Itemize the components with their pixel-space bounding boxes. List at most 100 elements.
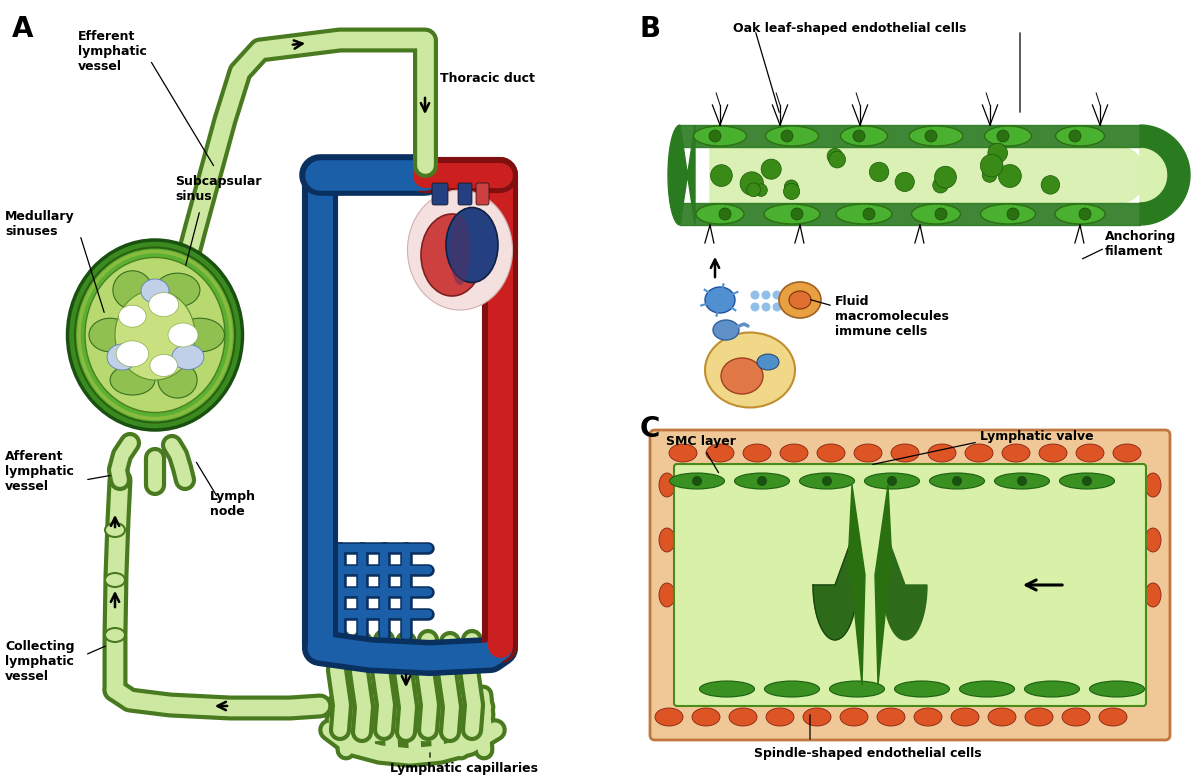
Ellipse shape: [408, 190, 512, 310]
Polygon shape: [710, 147, 1145, 203]
Ellipse shape: [142, 279, 169, 303]
Ellipse shape: [158, 362, 197, 398]
Circle shape: [827, 148, 842, 164]
Ellipse shape: [965, 444, 994, 462]
Ellipse shape: [780, 444, 808, 462]
Ellipse shape: [995, 473, 1050, 489]
Ellipse shape: [779, 282, 821, 318]
Ellipse shape: [172, 344, 204, 370]
Ellipse shape: [692, 708, 720, 726]
Text: SMC layer: SMC layer: [666, 435, 736, 448]
Circle shape: [750, 291, 760, 299]
Ellipse shape: [912, 204, 960, 224]
Ellipse shape: [446, 207, 498, 283]
Circle shape: [719, 208, 731, 220]
Ellipse shape: [766, 708, 794, 726]
Ellipse shape: [1076, 444, 1104, 462]
Ellipse shape: [706, 333, 796, 407]
Ellipse shape: [836, 204, 892, 224]
Ellipse shape: [670, 444, 697, 462]
Circle shape: [895, 172, 914, 191]
Ellipse shape: [894, 681, 949, 697]
Circle shape: [935, 208, 947, 220]
Ellipse shape: [1039, 444, 1067, 462]
Text: Subcapsular
sinus: Subcapsular sinus: [175, 175, 262, 203]
Ellipse shape: [175, 319, 224, 352]
Circle shape: [781, 130, 793, 142]
Ellipse shape: [767, 204, 817, 224]
Ellipse shape: [115, 290, 194, 380]
Circle shape: [761, 159, 781, 179]
Ellipse shape: [168, 323, 198, 347]
Ellipse shape: [155, 274, 200, 307]
Ellipse shape: [757, 354, 779, 370]
Polygon shape: [668, 125, 695, 225]
Ellipse shape: [150, 354, 178, 376]
Ellipse shape: [116, 341, 149, 367]
Ellipse shape: [1145, 583, 1162, 607]
Ellipse shape: [1002, 444, 1030, 462]
FancyBboxPatch shape: [476, 183, 490, 205]
Ellipse shape: [836, 126, 892, 146]
Ellipse shape: [790, 291, 811, 309]
Ellipse shape: [106, 573, 125, 587]
Polygon shape: [814, 530, 857, 640]
Text: Anchoring
filament: Anchoring filament: [1105, 230, 1176, 258]
Text: Oak leaf-shaped endothelial cells: Oak leaf-shaped endothelial cells: [733, 22, 967, 35]
Circle shape: [822, 476, 832, 486]
Ellipse shape: [721, 358, 763, 394]
Text: Lymphatic capillaries: Lymphatic capillaries: [390, 762, 538, 775]
Ellipse shape: [1052, 204, 1108, 224]
Text: C: C: [640, 415, 660, 443]
Ellipse shape: [877, 708, 905, 726]
Ellipse shape: [659, 583, 674, 607]
Circle shape: [1082, 476, 1092, 486]
Circle shape: [983, 168, 997, 183]
Ellipse shape: [106, 523, 125, 537]
Circle shape: [998, 165, 1021, 187]
Circle shape: [925, 130, 937, 142]
Circle shape: [785, 180, 798, 194]
Ellipse shape: [1145, 473, 1162, 497]
Circle shape: [863, 208, 875, 220]
Ellipse shape: [1025, 708, 1054, 726]
Ellipse shape: [890, 444, 919, 462]
Ellipse shape: [692, 126, 748, 146]
Circle shape: [750, 302, 760, 312]
Ellipse shape: [1114, 444, 1141, 462]
Text: Lymph
node: Lymph node: [210, 490, 256, 518]
FancyBboxPatch shape: [432, 183, 448, 205]
Circle shape: [869, 162, 889, 182]
Ellipse shape: [982, 126, 1034, 146]
FancyBboxPatch shape: [674, 464, 1146, 706]
Ellipse shape: [864, 473, 919, 489]
Text: Afferent
lymphatic
vessel: Afferent lymphatic vessel: [5, 450, 74, 493]
Polygon shape: [848, 485, 865, 685]
Text: Lymphatic valve: Lymphatic valve: [980, 430, 1093, 443]
Circle shape: [762, 302, 770, 312]
Text: Collecting
lymphatic
vessel: Collecting lymphatic vessel: [5, 640, 74, 683]
Ellipse shape: [764, 681, 820, 697]
Ellipse shape: [1062, 708, 1090, 726]
Ellipse shape: [1055, 126, 1105, 146]
Ellipse shape: [67, 240, 242, 430]
Ellipse shape: [113, 270, 152, 309]
Circle shape: [791, 208, 803, 220]
Ellipse shape: [928, 444, 956, 462]
Text: Medullary
sinuses: Medullary sinuses: [5, 210, 74, 238]
Polygon shape: [883, 530, 928, 640]
Ellipse shape: [107, 344, 137, 370]
Ellipse shape: [952, 708, 979, 726]
Circle shape: [997, 130, 1009, 142]
Ellipse shape: [74, 248, 235, 423]
Circle shape: [755, 184, 767, 197]
Text: B: B: [640, 15, 661, 43]
Circle shape: [784, 291, 792, 299]
Ellipse shape: [988, 708, 1016, 726]
Polygon shape: [875, 485, 892, 685]
Circle shape: [1069, 130, 1081, 142]
Circle shape: [773, 302, 781, 312]
Ellipse shape: [854, 444, 882, 462]
Ellipse shape: [659, 528, 674, 552]
Circle shape: [932, 177, 948, 193]
